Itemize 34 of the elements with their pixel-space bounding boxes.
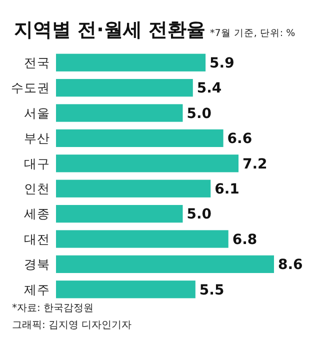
bar [56,280,196,298]
y-tick-label: 대전 [24,231,50,246]
y-tick-label: 인천 [24,180,50,196]
y-tick-label: 부산 [24,130,50,146]
data-label: 5.0 [186,206,212,223]
y-tick-label: 서울 [24,105,50,120]
bar [56,154,239,172]
data-label: 5.0 [186,106,212,122]
y-tick-label: 전국 [24,54,50,70]
chart-title: 지역별 전·월세 전환율 [14,19,206,41]
data-label: 6.1 [214,182,240,198]
y-tick-label: 경북 [24,256,50,272]
bar [56,104,183,122]
bar [56,230,228,248]
text: *자료: 한국감정원 [12,303,94,314]
bar [56,129,224,148]
y-tick-label: 대구 [24,156,50,171]
bar [56,180,211,198]
text: 그래픽: 김지영 디자인기자 [12,320,132,331]
data-label: 5.5 [199,282,224,298]
y-tick-label: 수도권 [11,80,50,96]
y-tick-label: 세종 [24,206,50,222]
data-label: 6.8 [232,232,258,248]
data-label: 5.9 [210,56,234,72]
y-tick-label: 제주 [24,282,50,297]
chart-subtitle: *7월 기준, 단위: % [210,28,296,39]
bar [56,255,274,274]
bar [56,78,193,97]
bar [56,54,206,72]
data-label: 7.2 [242,156,268,172]
bar [56,204,183,223]
data-label: 8.6 [278,257,303,274]
data-label: 5.4 [196,80,222,97]
data-label: 6.6 [227,131,252,148]
